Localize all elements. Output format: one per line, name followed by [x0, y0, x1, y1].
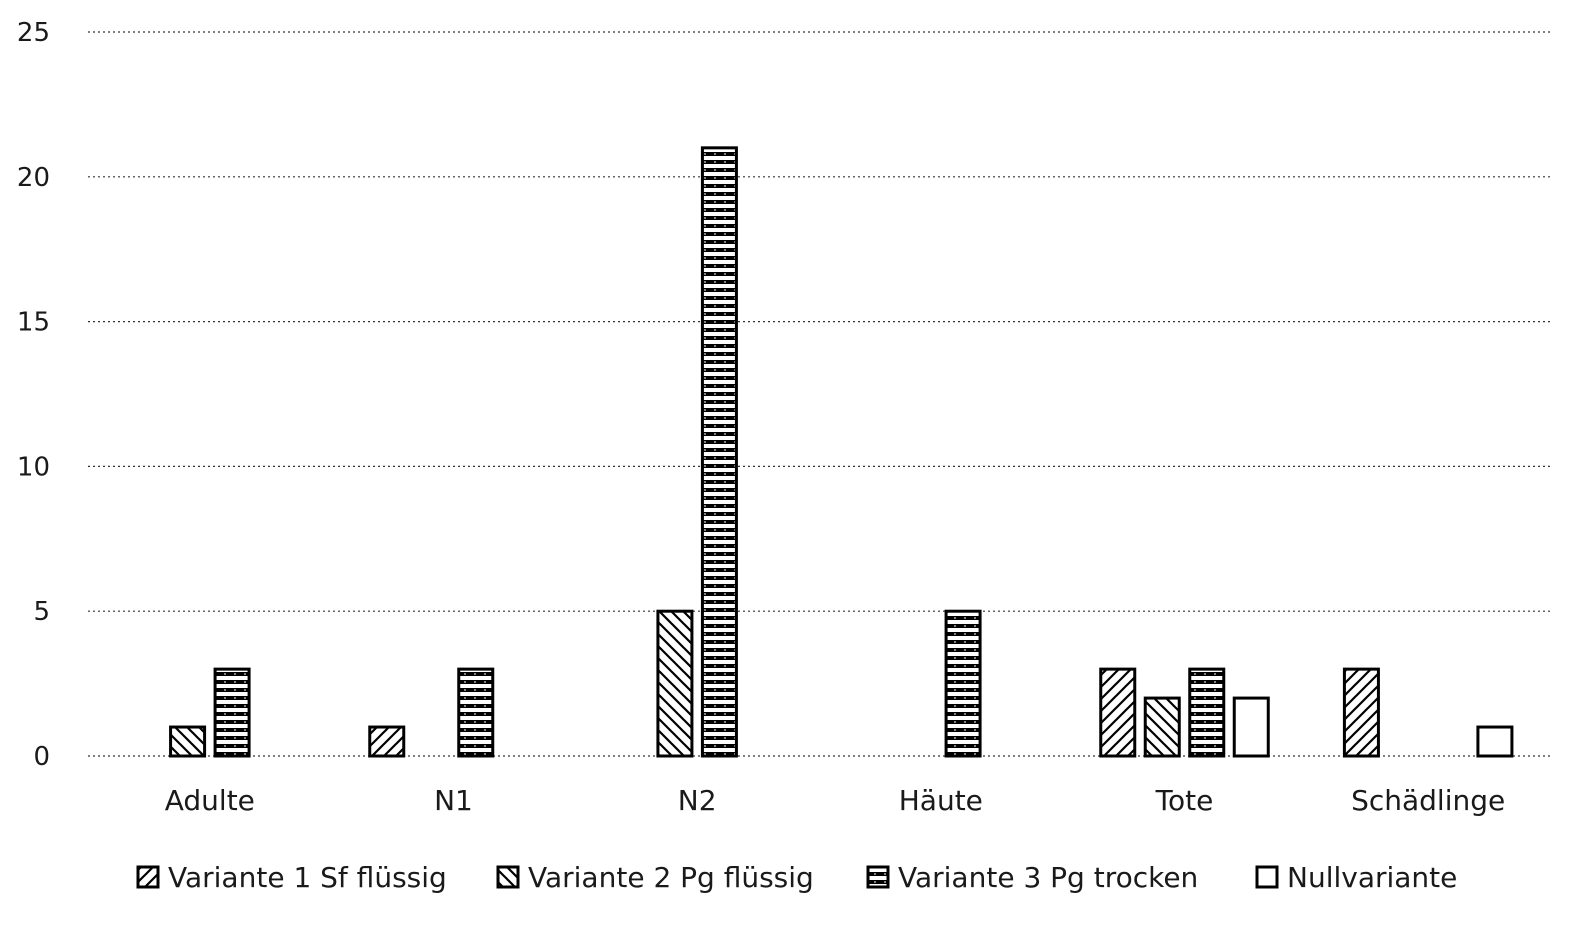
x-axis-categories: Adulte N1 N2 Häute Tote Schädlinge: [165, 784, 1505, 817]
legend-label: Variante 1 Sf flüssig: [168, 861, 447, 894]
bar-n2-series-2: [656, 609, 694, 758]
y-tick-label: 25: [17, 18, 50, 48]
legend-item: Variante 3 Pg trocken: [866, 861, 1198, 894]
x-category-label: Tote: [1155, 784, 1214, 817]
x-category-label: Adulte: [165, 784, 255, 817]
bar-tote-series-3: [1188, 667, 1226, 758]
legend-item: Nullvariante: [1255, 861, 1457, 894]
y-tick-label: 10: [17, 452, 50, 482]
bar-häute-series-3: [944, 609, 982, 758]
x-category-label: N2: [678, 784, 717, 817]
legend: Variante 1 Sf flüssig Variante 2 Pg flüss…: [136, 861, 1457, 894]
bar-tote-series-2: [1143, 696, 1181, 758]
legend-swatch: [136, 865, 160, 889]
bar-tote-series-1: [1099, 667, 1137, 758]
bars: [169, 146, 1514, 758]
bar-tote-series-4: [1232, 696, 1270, 758]
y-tick-label: 0: [33, 742, 50, 772]
x-category-label: Schädlinge: [1351, 784, 1505, 817]
legend-item: Variante 2 Pg flüssig: [496, 861, 814, 894]
legend-label: Nullvariante: [1287, 861, 1457, 894]
bar-n1-series-1: [368, 725, 406, 758]
grid-lines: [88, 31, 1550, 757]
bar-n2-series-3: [700, 146, 738, 758]
y-tick-label: 5: [33, 597, 50, 627]
x-category-label: Häute: [899, 784, 983, 817]
legend-swatch: [1255, 865, 1279, 889]
y-tick-label: 15: [17, 308, 50, 338]
bar-schädlinge-series-1: [1342, 667, 1380, 758]
bar-adulte-series-2: [169, 725, 207, 758]
y-tick-label: 20: [17, 163, 50, 193]
legend-label: Variante 2 Pg flüssig: [528, 861, 814, 894]
legend-swatch: [496, 865, 520, 889]
x-category-label: N1: [434, 784, 473, 817]
legend-label: Variante 3 Pg trocken: [898, 861, 1198, 894]
legend-swatch: [866, 865, 890, 889]
y-axis-ticks: 0 5 10 15 20 25: [17, 18, 50, 772]
legend-item: Variante 1 Sf flüssig: [136, 861, 447, 894]
bar-schädlinge-series-4: [1476, 725, 1514, 758]
bar-adulte-series-3: [213, 667, 251, 758]
bar-n1-series-3: [457, 667, 495, 758]
